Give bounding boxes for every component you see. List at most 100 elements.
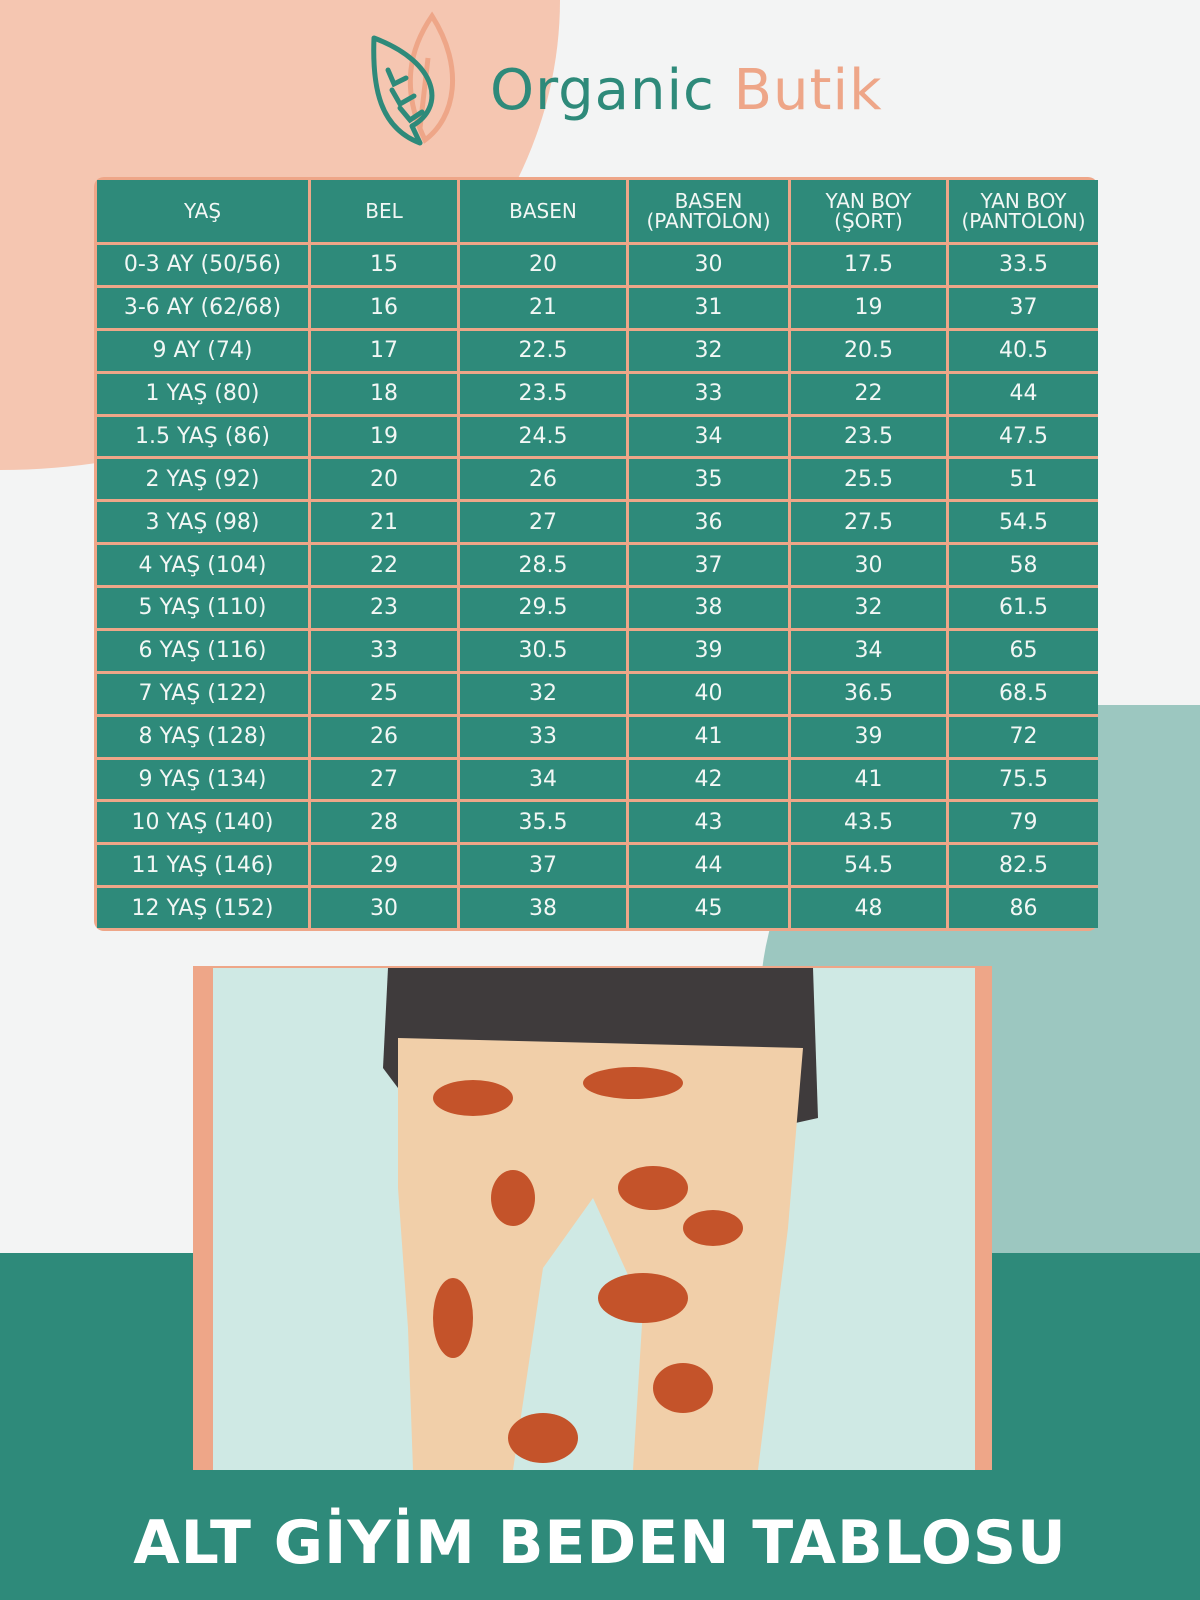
table-cell: 27 bbox=[460, 502, 626, 543]
table-cell: 23.5 bbox=[460, 373, 626, 414]
table-cell: 37 bbox=[949, 287, 1098, 328]
table-cell: 45 bbox=[629, 888, 788, 928]
table-cell: 34 bbox=[460, 759, 626, 800]
row-label: 3-6 AY (62/68) bbox=[97, 287, 308, 328]
table-cell: 19 bbox=[791, 287, 946, 328]
table-cell: 22 bbox=[791, 373, 946, 414]
table-cell: 21 bbox=[460, 287, 626, 328]
row-label: 7 YAŞ (122) bbox=[97, 673, 308, 714]
column-header-age: YAŞ bbox=[97, 180, 308, 242]
table-cell: 38 bbox=[460, 888, 626, 928]
column-header-hip-pants: BASEN (PANTOLON) bbox=[629, 180, 788, 242]
table-cell: 28.5 bbox=[460, 545, 626, 585]
row-label: 0-3 AY (50/56) bbox=[97, 245, 308, 285]
table-cell: 68.5 bbox=[949, 673, 1098, 714]
table-cell: 22.5 bbox=[460, 330, 626, 371]
table-cell: 43.5 bbox=[791, 802, 946, 843]
page-title: ALT GİYİM BEDEN TABLOSU bbox=[133, 1508, 1067, 1578]
table-cell: 23.5 bbox=[791, 416, 946, 457]
table-cell: 40.5 bbox=[949, 330, 1098, 371]
table-cell: 30 bbox=[311, 888, 457, 928]
leaf-icon bbox=[371, 11, 455, 146]
table-cell: 18 bbox=[311, 373, 457, 414]
table-cell: 35 bbox=[629, 459, 788, 500]
table-cell: 27 bbox=[311, 759, 457, 800]
table-cell: 54.5 bbox=[949, 502, 1098, 543]
table-cell: 21 bbox=[311, 502, 457, 543]
size-table-grid: YAŞ BEL BASEN BASEN (PANTOLON) YAN BOY (ŞORT… bbox=[97, 180, 1098, 928]
table-cell: 36.5 bbox=[791, 673, 946, 714]
column-header-side-length-shorts: YAN BOY (ŞORT) bbox=[791, 180, 946, 242]
table-cell: 58 bbox=[949, 545, 1098, 585]
table-cell: 27.5 bbox=[791, 502, 946, 543]
product-photo bbox=[213, 968, 975, 1470]
size-table: YAŞ BEL BASEN BASEN (PANTOLON) YAN BOY (ŞORT… bbox=[94, 177, 1098, 931]
table-cell: 19 bbox=[311, 416, 457, 457]
table-cell: 33 bbox=[629, 373, 788, 414]
table-cell: 36 bbox=[629, 502, 788, 543]
table-cell: 34 bbox=[629, 416, 788, 457]
table-cell: 25.5 bbox=[791, 459, 946, 500]
table-cell: 43 bbox=[629, 802, 788, 843]
table-cell: 61.5 bbox=[949, 588, 1098, 628]
row-label: 9 AY (74) bbox=[97, 330, 308, 371]
table-cell: 17 bbox=[311, 330, 457, 371]
table-cell: 37 bbox=[460, 845, 626, 886]
row-label: 9 YAŞ (134) bbox=[97, 759, 308, 800]
row-label: 10 YAŞ (140) bbox=[97, 802, 308, 843]
table-cell: 32 bbox=[791, 588, 946, 628]
row-label: 1.5 YAŞ (86) bbox=[97, 416, 308, 457]
table-cell: 75.5 bbox=[949, 759, 1098, 800]
table-cell: 51 bbox=[949, 459, 1098, 500]
table-cell: 24.5 bbox=[460, 416, 626, 457]
table-cell: 54.5 bbox=[791, 845, 946, 886]
table-cell: 39 bbox=[629, 630, 788, 671]
table-cell: 17.5 bbox=[791, 245, 946, 285]
table-cell: 30 bbox=[629, 245, 788, 285]
table-cell: 23 bbox=[311, 588, 457, 628]
table-cell: 37 bbox=[629, 545, 788, 585]
table-cell: 30 bbox=[791, 545, 946, 585]
table-cell: 29.5 bbox=[460, 588, 626, 628]
column-header-hip: BASEN bbox=[460, 180, 626, 242]
fox-pants-illustration bbox=[383, 968, 818, 1470]
brand-name-part2: Butik bbox=[733, 58, 883, 123]
table-cell: 72 bbox=[949, 716, 1098, 757]
table-cell: 40 bbox=[629, 673, 788, 714]
table-cell: 39 bbox=[791, 716, 946, 757]
column-header-waist: BEL bbox=[311, 180, 457, 242]
table-cell: 79 bbox=[949, 802, 1098, 843]
table-cell: 15 bbox=[311, 245, 457, 285]
table-cell: 28 bbox=[311, 802, 457, 843]
table-cell: 38 bbox=[629, 588, 788, 628]
table-cell: 26 bbox=[460, 459, 626, 500]
table-cell: 31 bbox=[629, 287, 788, 328]
table-cell: 82.5 bbox=[949, 845, 1098, 886]
table-cell: 25 bbox=[311, 673, 457, 714]
row-label: 4 YAŞ (104) bbox=[97, 545, 308, 585]
table-cell: 30.5 bbox=[460, 630, 626, 671]
table-cell: 16 bbox=[311, 287, 457, 328]
brand-name-part1: Organic bbox=[490, 58, 715, 123]
table-cell: 44 bbox=[629, 845, 788, 886]
table-cell: 33 bbox=[311, 630, 457, 671]
table-cell: 32 bbox=[460, 673, 626, 714]
row-label: 8 YAŞ (128) bbox=[97, 716, 308, 757]
column-header-side-length-pants: YAN BOY (PANTOLON) bbox=[949, 180, 1098, 242]
table-cell: 20.5 bbox=[791, 330, 946, 371]
table-cell: 33.5 bbox=[949, 245, 1098, 285]
table-cell: 20 bbox=[311, 459, 457, 500]
table-cell: 35.5 bbox=[460, 802, 626, 843]
table-cell: 41 bbox=[629, 716, 788, 757]
table-cell: 20 bbox=[460, 245, 626, 285]
row-label: 11 YAŞ (146) bbox=[97, 845, 308, 886]
table-cell: 86 bbox=[949, 888, 1098, 928]
table-cell: 34 bbox=[791, 630, 946, 671]
table-cell: 47.5 bbox=[949, 416, 1098, 457]
table-cell: 33 bbox=[460, 716, 626, 757]
table-cell: 29 bbox=[311, 845, 457, 886]
brand-name: Organic Butik bbox=[490, 58, 883, 123]
table-cell: 41 bbox=[791, 759, 946, 800]
brand-logo: Organic Butik bbox=[370, 8, 882, 148]
row-label: 12 YAŞ (152) bbox=[97, 888, 308, 928]
